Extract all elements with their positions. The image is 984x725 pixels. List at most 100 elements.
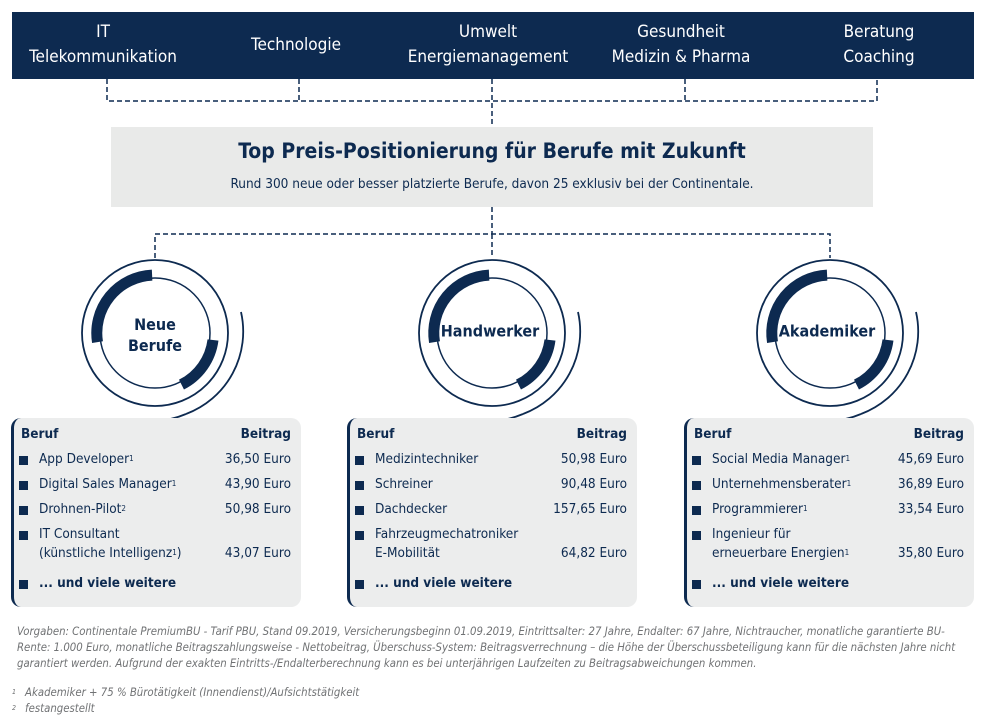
job-text: Medizintechniker <box>375 451 479 467</box>
square-bullet-icon <box>692 456 701 465</box>
job-name: Programmierer1 <box>712 500 808 519</box>
table-row: Programmierer1 33,54 Euro <box>692 500 964 519</box>
price-value: 43,90 Euro <box>224 476 291 492</box>
job-text: Social Media Manager <box>712 451 846 467</box>
job-text: Schreiner <box>375 476 433 492</box>
category-line: Umwelt <box>458 22 518 42</box>
table-row: IT Consultant (künstliche Intelligenz1) 43… <box>19 525 291 563</box>
footnote-text: Akademiker + 75 % Bürotätigkeit (Innendi… <box>25 686 360 699</box>
footnote-mark: 2 <box>12 704 17 712</box>
job-text: Ingenieur für <box>712 526 791 542</box>
hero-box: Top Preis-Positionierung für Berufe mit … <box>111 127 873 207</box>
card-neue-berufe: Beruf Beitrag App Developer1 36,50 Euro Digi… <box>11 418 301 607</box>
job-name: Schreiner <box>375 475 433 494</box>
job-text: Fahrzeugmechatroniker <box>375 526 519 542</box>
footnote-ref: 1 <box>846 479 852 488</box>
job-text: IT Consultant <box>39 526 120 542</box>
square-bullet-icon <box>355 456 364 465</box>
table-row: Schreiner 90,48 Euro <box>355 475 627 494</box>
footnote-text: festangestellt <box>25 702 95 715</box>
footnote-ref: 2 <box>121 504 126 513</box>
square-bullet-icon <box>355 580 364 589</box>
job-name: Social Media Manager1 <box>712 450 850 469</box>
ring-neue-berufe <box>81 259 245 422</box>
category-line: Technologie <box>251 35 341 55</box>
square-bullet-icon <box>19 531 28 540</box>
square-bullet-icon <box>692 506 701 515</box>
price-value: 50,98 Euro <box>224 501 291 517</box>
job-text-end: ) <box>176 545 182 561</box>
table-row: Medizintechniker 50,98 Euro <box>355 450 627 469</box>
list-item-more: ... und viele weitere <box>19 574 291 593</box>
price-value: 90,48 Euro <box>560 476 627 492</box>
price-value: 64,82 Euro <box>560 545 627 561</box>
circle-label-line: Neue <box>134 315 176 334</box>
job-text: Dachdecker <box>375 501 448 517</box>
list-item-more: ... und viele weitere <box>692 574 964 593</box>
category-bar: IT Telekommunikation Technologie Umwelt … <box>12 12 974 79</box>
ring-handwerker <box>418 259 582 422</box>
table-row: Unternehmensberater1 36,89 Euro <box>692 475 964 494</box>
footnote-ref: 1 <box>172 548 177 557</box>
more-text: ... und viele weitere <box>39 575 177 591</box>
circle-label-line: Handwerker <box>440 321 540 341</box>
square-bullet-icon <box>19 481 28 490</box>
job-name: Digital Sales Manager1 <box>39 475 176 494</box>
circle-label-line: Berufe <box>127 336 183 355</box>
job-text: Programmierer <box>712 501 804 517</box>
job-text: Unternehmensberater <box>712 476 847 492</box>
card-handwerker: Beruf Beitrag Medizintechniker 50,98 Euro Sc… <box>347 418 637 607</box>
column-header-job: Beruf <box>357 426 395 442</box>
job-text: Digital Sales Manager <box>39 476 172 492</box>
footnote-mark: 1 <box>12 688 17 696</box>
price-value: 45,69 Euro <box>897 451 964 467</box>
job-text: Drohnen-Pilot <box>39 501 122 517</box>
square-bullet-icon <box>19 580 28 589</box>
circle-label-handwerker: Handwerker <box>441 321 539 342</box>
job-name: Dachdecker <box>375 500 447 519</box>
square-bullet-icon <box>692 531 701 540</box>
job-name-line2: E-Mobilität <box>375 544 440 563</box>
more-text: ... und viele weitere <box>712 575 850 591</box>
footnote-2: 2 festangestellt <box>12 701 95 716</box>
price-value: 43,07 Euro <box>224 545 291 561</box>
footnote-ref: 1 <box>803 504 808 513</box>
card-accent-edge <box>11 418 24 607</box>
category-line: Medizin & Pharma <box>611 47 751 67</box>
table-row: Fahrzeugmechatroniker E-Mobilität 64,82 Eu… <box>355 525 627 563</box>
hero-subtitle: Rund 300 neue oder besser platzierte Ber… <box>230 176 754 192</box>
job-name-line2: erneuerbare Energien1 <box>712 544 849 563</box>
category-gesundheit: Gesundheit Medizin & Pharma <box>612 20 751 70</box>
job-text: erneuerbare Energien <box>712 545 845 561</box>
price-value: 157,65 Euro <box>553 501 627 517</box>
category-line: Beratung <box>843 22 915 42</box>
column-header-price: Beitrag <box>913 426 964 442</box>
column-header-job: Beruf <box>694 426 732 442</box>
category-it: IT Telekommunikation <box>29 20 177 70</box>
circle-label-neue-berufe: Neue Berufe <box>128 314 182 356</box>
square-bullet-icon <box>355 506 364 515</box>
category-technologie: Technologie <box>251 33 341 58</box>
job-name: Drohnen-Pilot2 <box>39 500 126 519</box>
square-bullet-icon <box>692 580 701 589</box>
column-header-job: Beruf <box>21 426 59 442</box>
price-value: 50,98 Euro <box>560 451 627 467</box>
job-name: Unternehmensberater1 <box>712 475 851 494</box>
category-line: Gesundheit <box>637 22 725 42</box>
table-row: App Developer1 36,50 Euro <box>19 450 291 469</box>
job-text: (künstliche Intelligenz <box>39 545 173 561</box>
card-akademiker: Beruf Beitrag Social Media Manager1 45,69 E… <box>684 418 974 607</box>
circle-label-akademiker: Akademiker <box>779 321 875 342</box>
footnote-ref: 1 <box>844 548 850 557</box>
footnote-ref: 1 <box>171 479 177 488</box>
card-accent-edge <box>347 418 360 607</box>
footnote-ref: 1 <box>129 454 134 463</box>
footnote-1: 1 Akademiker + 75 % Bürotätigkeit (Innend… <box>12 685 359 700</box>
job-name: Ingenieur für <box>712 525 791 544</box>
square-bullet-icon <box>19 506 28 515</box>
footnote-ref: 1 <box>845 454 851 463</box>
job-name: Medizintechniker <box>375 450 478 469</box>
table-row: Drohnen-Pilot2 50,98 Euro <box>19 500 291 519</box>
job-name: IT Consultant <box>39 525 120 544</box>
